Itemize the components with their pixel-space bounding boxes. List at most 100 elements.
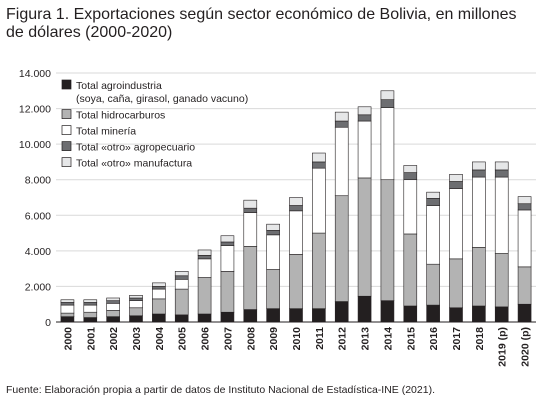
bar-2019p-series-0 xyxy=(494,306,509,323)
bar-2007-series-2 xyxy=(220,245,235,272)
bar-2014-series-0 xyxy=(380,300,395,323)
bar-2006-series-2 xyxy=(197,258,212,278)
bar-2000-series-0 xyxy=(60,316,75,323)
bar-2002-series-4 xyxy=(106,297,120,301)
legend-label: Total agroindustria xyxy=(76,80,162,92)
x-tick-label: 2004 xyxy=(154,327,166,351)
bar-2000-series-3 xyxy=(60,302,75,306)
bar-2005-series-0 xyxy=(174,314,189,323)
bar-2013-series-3 xyxy=(357,114,372,122)
bar-2003-series-0 xyxy=(129,315,143,323)
bar-2020p-series-0 xyxy=(517,303,532,323)
y-tick-label: 2.000 xyxy=(25,281,51,293)
bar-2016-series-0 xyxy=(426,304,440,323)
bar-2019p-series-4 xyxy=(494,161,509,171)
x-tick-label: 2018 xyxy=(474,327,486,351)
bar-2012-series-3 xyxy=(334,120,349,128)
bar-2003-series-2 xyxy=(129,300,143,309)
bar-2002-series-0 xyxy=(106,316,120,323)
x-tick-label: 2011 xyxy=(314,327,326,350)
legend-swatch xyxy=(61,79,72,90)
bar-2009-series-2 xyxy=(266,234,280,270)
bar-2003-series-1 xyxy=(129,307,143,317)
bar-2008-series-0 xyxy=(243,309,258,323)
bar-2014-series-1 xyxy=(380,179,395,301)
bar-2012-series-4 xyxy=(334,111,349,122)
bar-2015-series-2 xyxy=(403,179,418,235)
bar-2005-series-1 xyxy=(174,288,189,316)
legend-swatch xyxy=(61,157,72,167)
bar-2000-series-1 xyxy=(60,312,75,317)
bar-2009-series-0 xyxy=(266,308,280,323)
bar-2007-series-4 xyxy=(220,235,235,243)
x-tick-label: 2006 xyxy=(200,327,212,351)
bar-2004-series-3 xyxy=(152,286,166,290)
bar-2000-series-2 xyxy=(60,304,75,314)
bar-2011-series-2 xyxy=(312,167,326,234)
bar-2008-series-3 xyxy=(243,207,258,213)
legend-swatch xyxy=(61,125,72,135)
bar-2014-series-4 xyxy=(380,90,395,100)
bar-2002-series-3 xyxy=(106,300,120,304)
bar-2014-series-2 xyxy=(380,107,395,181)
bar-2020p-series-2 xyxy=(517,209,532,268)
y-tick-label: 0 xyxy=(45,317,51,329)
legend-swatch xyxy=(61,141,72,151)
bar-2020p-series-1 xyxy=(517,266,532,305)
bar-2015-series-4 xyxy=(403,165,418,173)
bar-2002-series-2 xyxy=(106,303,120,311)
legend-label: Total «otro» manufactura xyxy=(76,158,192,170)
x-tick-label: 2000 xyxy=(62,327,74,351)
bar-2006-series-3 xyxy=(197,255,212,260)
bar-2017-series-2 xyxy=(449,188,463,260)
bar-2017-series-0 xyxy=(449,307,463,323)
bar-2017-series-3 xyxy=(449,181,463,189)
x-tick-label: 2005 xyxy=(177,327,189,351)
bar-2017-series-1 xyxy=(449,258,463,309)
bar-2011-series-0 xyxy=(312,308,326,323)
bar-2013-series-4 xyxy=(357,106,372,116)
bar-2004-series-1 xyxy=(152,298,166,315)
legend-label: Total minería xyxy=(76,126,136,138)
bar-2000-series-4 xyxy=(60,299,75,303)
x-tick-label: 2017 xyxy=(451,327,463,351)
bar-2019p-series-3 xyxy=(494,169,509,178)
y-tick-label: 10.000 xyxy=(19,139,51,151)
bar-2018-series-0 xyxy=(472,305,486,323)
bar-2019p-series-2 xyxy=(494,176,509,254)
bar-2012-series-2 xyxy=(334,126,349,197)
bar-2011-series-1 xyxy=(312,232,326,309)
bar-2019p-series-1 xyxy=(494,253,509,308)
x-tick-label: 2016 xyxy=(428,327,440,351)
bar-2008-series-1 xyxy=(243,246,258,310)
x-tick-label: 2009 xyxy=(268,327,280,351)
bar-2006-series-1 xyxy=(197,277,212,315)
bar-2004-series-0 xyxy=(152,313,166,323)
bar-2020p-series-3 xyxy=(517,203,532,211)
bar-2011-series-4 xyxy=(312,152,326,163)
y-tick-label: 12.000 xyxy=(19,104,51,116)
bar-2007-series-0 xyxy=(220,311,235,323)
bar-2001-series-4 xyxy=(83,299,98,303)
bar-2014-series-3 xyxy=(380,99,395,108)
bar-2020p-series-4 xyxy=(517,196,532,205)
bar-2017-series-4 xyxy=(449,174,463,182)
bar-2009-series-4 xyxy=(266,223,280,231)
bar-2001-series-3 xyxy=(83,302,98,306)
bar-2004-series-2 xyxy=(152,288,166,300)
x-tick-label: 2019 (p) xyxy=(497,327,509,367)
bar-2007-series-3 xyxy=(220,241,235,246)
y-tick-label: 14.000 xyxy=(19,68,51,80)
legend-swatch xyxy=(61,109,72,119)
bar-2009-series-3 xyxy=(266,230,280,236)
bar-2004-series-4 xyxy=(152,282,166,287)
x-tick-label: 2015 xyxy=(405,327,417,351)
x-tick-label: 2003 xyxy=(131,327,143,351)
legend-label: Total «otro» agropecuario xyxy=(76,142,195,154)
bar-2010-series-1 xyxy=(289,254,303,309)
bar-2016-series-3 xyxy=(426,198,440,206)
x-tick-label: 2020 (p) xyxy=(520,327,532,367)
x-tick-label: 2013 xyxy=(360,327,372,351)
bar-2001-series-2 xyxy=(83,304,98,313)
stacked-bar-chart: 0 2.000 4.000 6.000 8.000 10.000 12.000 14.000 2… xyxy=(19,68,536,367)
